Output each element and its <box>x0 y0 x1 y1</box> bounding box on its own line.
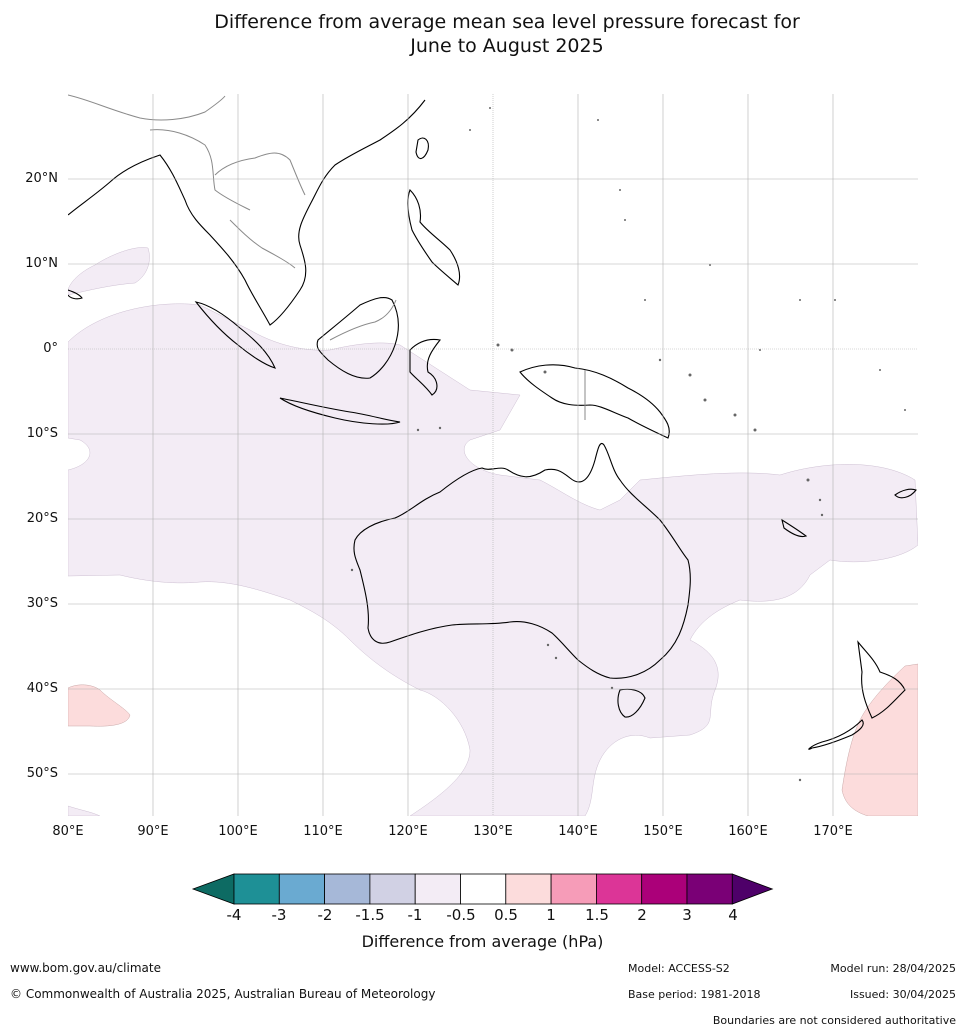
lat-label-50s: 50°S <box>26 766 58 781</box>
borneo-coastline <box>316 296 399 379</box>
colorbar-tick: 4 <box>728 906 738 924</box>
lat-label-30s: 30°S <box>26 596 58 611</box>
coastlines <box>68 99 917 750</box>
new-zealand-north-coastline <box>857 640 906 719</box>
lon-label-100e: 100°E <box>218 824 258 839</box>
map-title: Difference from average mean sea level p… <box>0 10 965 58</box>
colorbar-swatch <box>369 873 416 905</box>
colorbar-swatch <box>460 873 507 905</box>
colorbar-tick: -4 <box>226 906 242 924</box>
colorbar-tick: -3 <box>271 906 287 924</box>
lon-label-90e: 90°E <box>137 824 169 839</box>
lon-label-80e: 80°E <box>52 824 84 839</box>
issued-date: Issued: 30/04/2025 <box>849 988 956 1001</box>
colorbar-swatch <box>595 873 643 905</box>
mainland-asia-coastline <box>68 99 426 326</box>
taiwan-coastline <box>415 137 429 160</box>
colorbar-swatch <box>324 873 371 905</box>
anomaly-region-lavender <box>68 303 918 816</box>
colorbar-swatch <box>550 873 597 905</box>
colorbar-tick: 1.5 <box>585 906 609 924</box>
tasmania-coastline <box>617 688 646 718</box>
colorbar-swatch <box>233 873 280 905</box>
colorbar-swatch <box>278 873 326 905</box>
colorbar-extend-high <box>731 873 774 905</box>
colorbar-tick: -1.5 <box>355 906 385 924</box>
colorbar <box>191 873 774 905</box>
colorbar-tick: 3 <box>682 906 692 924</box>
colorbar-label: Difference from average (hPa) <box>361 932 604 951</box>
model-run-date: Model run: 28/04/2025 <box>830 962 956 975</box>
lon-label-130e: 130°E <box>473 824 513 839</box>
new-zealand-south-coastline <box>808 719 864 750</box>
lat-label-40s: 40°S <box>26 681 58 696</box>
sumatra-coastline <box>194 301 276 369</box>
colorbar-swatch <box>641 873 688 905</box>
lon-label-120e: 120°E <box>388 824 428 839</box>
colorbar-extend-low <box>191 873 235 905</box>
copyright-notice: © Commonwealth of Australia 2025, Austra… <box>10 987 436 1001</box>
colorbar-tick: 1 <box>546 906 556 924</box>
anomaly-region-pink-west <box>68 684 131 727</box>
colorbar-tick: 0.5 <box>494 906 518 924</box>
lon-label-150e: 150°E <box>643 824 683 839</box>
anomaly-region-lavender-southwest <box>68 805 101 816</box>
lat-label-equator: 0° <box>43 341 58 356</box>
title-line-1: Difference from average mean sea level p… <box>214 11 800 33</box>
colorbar-tick: -1 <box>407 906 423 924</box>
colorbar-swatch <box>686 873 733 905</box>
sri-lanka-coastline <box>68 289 83 300</box>
colorbar-swatch <box>414 873 461 905</box>
java-coastline <box>279 397 401 425</box>
lat-label-10s: 10°S <box>26 426 58 441</box>
bom-url[interactable]: www.bom.gov.au/climate <box>10 961 161 975</box>
lon-label-170e: 170°E <box>813 824 853 839</box>
lat-label-20n: 20°N <box>25 171 58 186</box>
lat-label-10n: 10°N <box>25 256 58 271</box>
boundaries-disclaimer: Boundaries are not considered authoritat… <box>712 1014 956 1027</box>
title-line-2: June to August 2025 <box>410 35 604 57</box>
fiji-coastline <box>894 488 917 499</box>
graticule <box>68 94 918 816</box>
anomaly-region-pink-east <box>841 663 918 816</box>
new-guinea-coastline <box>519 364 670 439</box>
lat-label-20s: 20°S <box>26 511 58 526</box>
anomaly-region-lavender-north <box>68 247 150 296</box>
colorbar-tick: 2 <box>637 906 647 924</box>
sulawesi-coastline <box>409 338 442 396</box>
base-period: Base period: 1981-2018 <box>628 988 761 1001</box>
model-name: Model: ACCESS-S2 <box>628 962 730 975</box>
political-borders <box>68 94 586 420</box>
colorbar-tick: -2 <box>317 906 333 924</box>
new-caledonia-coastline <box>781 518 808 538</box>
lon-label-110e: 110°E <box>303 824 343 839</box>
colorbar-swatch <box>505 873 552 905</box>
lon-label-160e: 160°E <box>728 824 768 839</box>
lon-label-140e: 140°E <box>558 824 598 839</box>
colorbar-tick: -0.5 <box>446 906 476 924</box>
forecast-map <box>68 94 918 816</box>
philippines-coastline <box>407 189 461 286</box>
australia-coastline <box>353 442 691 679</box>
